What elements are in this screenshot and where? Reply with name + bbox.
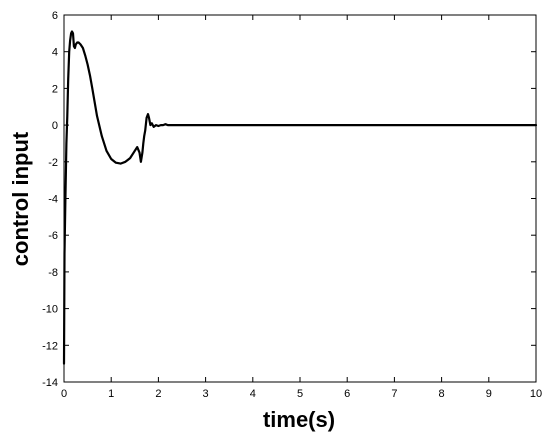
- x-tick-label: 4: [250, 388, 256, 400]
- plot-border: [63, 14, 537, 383]
- x-tick-label: 10: [530, 388, 542, 400]
- y-axis-title: control input: [8, 131, 33, 266]
- y-tick-label: -8: [48, 267, 58, 279]
- x-axis-title: time(s): [263, 407, 335, 432]
- tick-labels: 0 1 2 3 4 5 6 7 8 9 10 -14 -12 -10 -8 -6 -4 -2 0 2 4 6: [42, 10, 542, 400]
- y-tick-label: -6: [48, 230, 58, 242]
- y-tick-label: -2: [48, 157, 58, 169]
- x-tick-label: 0: [61, 388, 67, 400]
- y-tick-label: -12: [42, 340, 58, 352]
- x-tick-label: 2: [155, 388, 161, 400]
- x-tick-label: 8: [439, 388, 445, 400]
- y-tick-label: 4: [52, 47, 58, 59]
- axis-ticks: [63, 14, 537, 383]
- series-layer: [62, 30, 538, 365]
- y-tick-label: -14: [42, 377, 58, 389]
- x-tick-label: 1: [108, 388, 114, 400]
- plot-frame: [63, 14, 537, 383]
- y-tick-label: -10: [42, 304, 58, 316]
- y-tick-label: -4: [48, 194, 58, 206]
- y-tick-label: 6: [52, 10, 58, 22]
- y-tick-label: 2: [52, 83, 58, 95]
- x-tick-label: 7: [391, 388, 397, 400]
- x-tick-label: 3: [203, 388, 209, 400]
- y-tick-label: 0: [52, 120, 58, 132]
- x-tick-label: 5: [297, 388, 303, 400]
- series-line-0: [62, 30, 538, 365]
- x-tick-label: 6: [344, 388, 350, 400]
- x-tick-label: 9: [486, 388, 492, 400]
